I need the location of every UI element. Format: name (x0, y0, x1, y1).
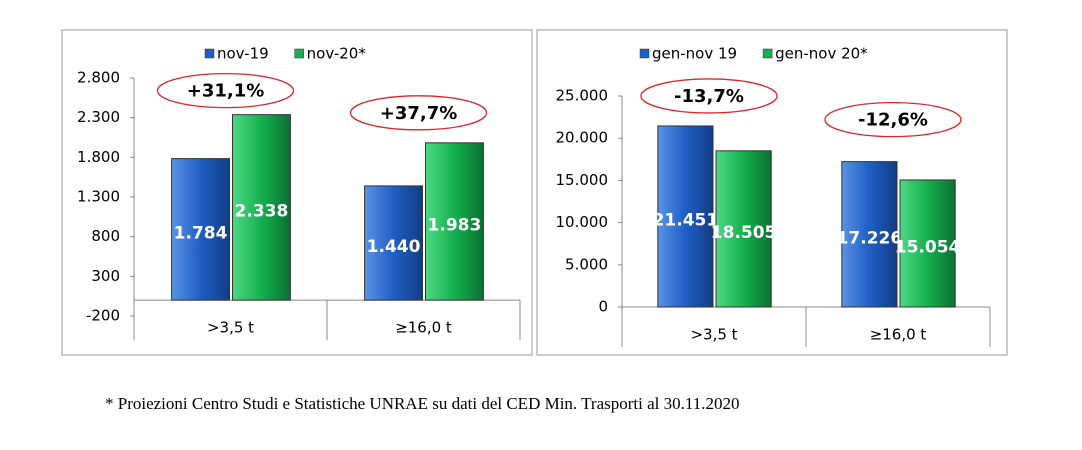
legend-swatch (204, 48, 215, 59)
y-tick-label: 10.000 (556, 213, 609, 231)
legend-swatch (294, 48, 304, 59)
legend-swatch (762, 48, 773, 59)
data-label: 15.054 (895, 237, 961, 257)
y-tick-label: -200 (86, 307, 120, 325)
y-tick-label: 800 (91, 227, 120, 245)
y-tick-label: 25.000 (556, 87, 609, 105)
annotation: +31,1% (187, 81, 265, 102)
data-label: 18.505 (711, 223, 777, 243)
bar (364, 185, 424, 301)
legend-label: gen-nov 19 (652, 45, 737, 63)
x-tick-label: ≥16,0 t (870, 326, 927, 344)
data-label: 1.440 (367, 237, 421, 257)
annotation-ellipse (349, 95, 488, 131)
bar (232, 114, 291, 301)
annotation: -13,7% (674, 86, 744, 107)
y-tick-label: 1.800 (77, 148, 120, 166)
y-tick-label: 2.300 (77, 108, 120, 126)
panel (61, 29, 533, 356)
data-label: 17.226 (837, 228, 903, 248)
y-tick-label: 20.000 (556, 129, 609, 147)
y-tick-label: 15.000 (556, 171, 609, 189)
y-tick-label: 1.300 (77, 188, 120, 206)
panel (536, 29, 1008, 356)
bar (841, 161, 898, 308)
data-label: 1.983 (428, 215, 482, 235)
x-tick-label: ≥16,0 t (395, 319, 452, 337)
annotation-ellipse (640, 78, 778, 114)
data-label: 2.338 (235, 201, 289, 221)
annotation: +37,7% (380, 103, 458, 124)
bar (657, 125, 714, 308)
bar (899, 179, 956, 308)
legend-swatch (639, 48, 650, 59)
footnote: * Proiezioni Centro Studi e Statistiche … (105, 394, 739, 413)
legend-label: nov-19 (217, 45, 269, 63)
legend-label: nov-20* (307, 45, 367, 63)
y-tick-label: 5.000 (565, 255, 608, 273)
bar (425, 142, 484, 301)
x-tick-label: >3,5 t (207, 319, 254, 337)
data-label: 21.451 (653, 210, 719, 230)
data-label: 1.784 (174, 223, 228, 243)
x-tick-label: >3,5 t (690, 326, 737, 344)
y-tick-label: 300 (91, 267, 120, 285)
annotation-ellipse (156, 73, 295, 109)
bar (715, 150, 772, 308)
legend-label: gen-nov 20* (775, 45, 868, 63)
annotation-ellipse (824, 101, 962, 138)
y-tick-label: 0 (598, 298, 608, 316)
annotation: -12,6% (858, 110, 928, 131)
bar (171, 158, 231, 301)
y-tick-label: 2.800 (77, 69, 120, 87)
